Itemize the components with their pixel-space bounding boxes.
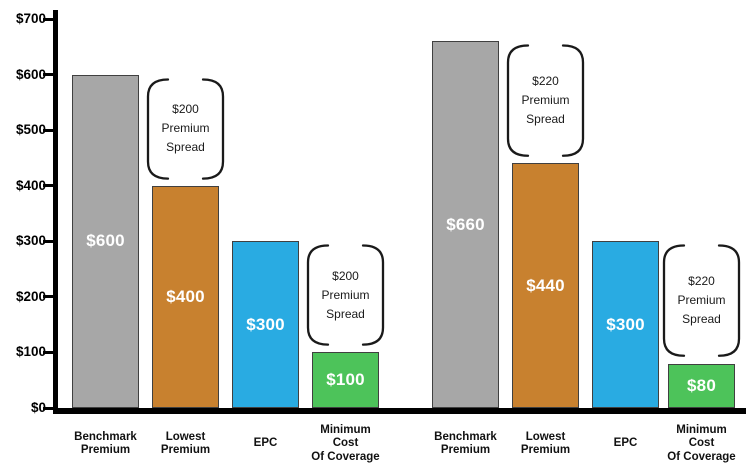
annotation-text-line: Spread [326,306,365,321]
category-label-line: Minimum [676,423,727,436]
category-label-line: Of Coverage [311,450,380,463]
annotation-text-line: Premium [677,293,726,308]
bar-value-label: $300 [246,314,285,334]
annotation-text-line: Spread [682,312,721,327]
y-axis-tick-mark [43,128,53,132]
bar-epc-group2: $300 [592,241,659,408]
bar-value-label: $300 [606,314,645,334]
premium-spread-bracket: $200 Premium Spread [144,77,227,181]
annotation-text-line: Premium [161,121,210,136]
y-axis-tick-label: $500 [15,122,46,138]
category-label-line: Cost [332,437,359,450]
bar-value-label: $80 [687,375,716,395]
category-label-line: Benchmark [74,430,137,443]
y-axis-tick-label: $100 [15,344,46,360]
category-label-benchmark-group2: Benchmark Premium [404,421,528,467]
annotation-text-line: Premium [321,287,370,302]
y-axis-tick-label: $200 [15,288,46,304]
y-axis-tick-mark [43,73,53,77]
y-axis-tick-label: $300 [15,233,46,249]
category-label-epc-group2: EPC [564,421,688,467]
category-label-line: Premium [440,444,491,456]
annotation-text-line: $220 [688,274,715,289]
category-label-benchmark-group1: Benchmark Premium [44,421,168,467]
bar-lowest-group1: $400 [152,185,219,408]
y-axis-tick-label: $600 [15,66,46,82]
bar-value-label: $440 [526,275,565,295]
premium-spread-bracket: $200 Premium Spread [304,243,387,347]
annotation-text-line: $200 [172,102,199,117]
category-label-line: Of Coverage [667,450,736,463]
y-axis-tick-label: $700 [15,11,46,26]
bar-minimum-group1: $100 [312,352,379,408]
double-bracket-icon [306,244,385,347]
bar-value-label: $100 [326,370,365,390]
category-label-line: EPC [613,437,638,450]
category-label-line: Cost [688,437,715,450]
category-label-minimum-group1: Minimum Cost Of Coverage [284,421,408,467]
premium-spread-bracket: $220 Premium Spread [660,243,743,358]
double-bracket-icon [506,44,585,158]
category-label-epc-group1: EPC [204,421,328,467]
y-axis-tick-mark [43,350,53,354]
category-label-line: Premium [520,444,571,456]
category-label-line: EPC [253,437,278,450]
y-axis-tick-label: $400 [15,177,46,193]
y-axis-tick-label: $0 [30,400,46,415]
double-bracket-icon [662,244,741,358]
bar-benchmark-group2: $660 [432,41,499,408]
bar-minimum-group2: $80 [668,363,735,408]
y-axis-tick-mark [43,184,53,188]
annotation-text-line: $200 [332,268,359,283]
category-label-minimum-group2: Minimum Cost Of Coverage [640,421,750,467]
bar-benchmark-group1: $600 [72,74,139,408]
premium-spread-annotation: $220 Premium Spread [504,43,587,158]
y-axis-tick-mark [43,239,53,243]
bar-value-label: $660 [446,214,485,234]
category-label-line: Minimum [320,423,371,436]
premium-spread-annotation: $200 Premium Spread [304,243,387,347]
y-axis-line [53,10,58,414]
category-label-lowest-group1: Lowest Premium [124,421,248,467]
y-axis-tick-mark [43,295,53,299]
premium-spread-annotation: $220 Premium Spread [660,243,743,358]
bar-value-label: $600 [86,231,125,251]
annotation-text-line: Spread [166,140,205,155]
category-label-line: Lowest [165,430,206,443]
category-label-line: Premium [160,444,211,456]
bar-lowest-group2: $440 [512,163,579,408]
category-label-line: Lowest [525,430,566,443]
bar-epc-group1: $300 [232,241,299,408]
category-label-line: Benchmark [434,430,497,443]
premium-spread-annotation: $200 Premium Spread [144,77,227,181]
category-label-lowest-group2: Lowest Premium [484,421,608,467]
y-axis-tick-mark [43,17,53,21]
double-bracket-icon [146,77,225,180]
premium-spread-bracket: $220 Premium Spread [504,43,587,158]
x-axis-line [53,408,746,414]
annotation-text-line: $220 [532,74,559,89]
annotation-text-line: Premium [521,93,570,108]
bar-value-label: $400 [166,286,205,306]
y-axis-tick-mark [43,406,53,410]
category-label-line: Premium [80,444,131,456]
annotation-text-line: Spread [526,112,565,127]
